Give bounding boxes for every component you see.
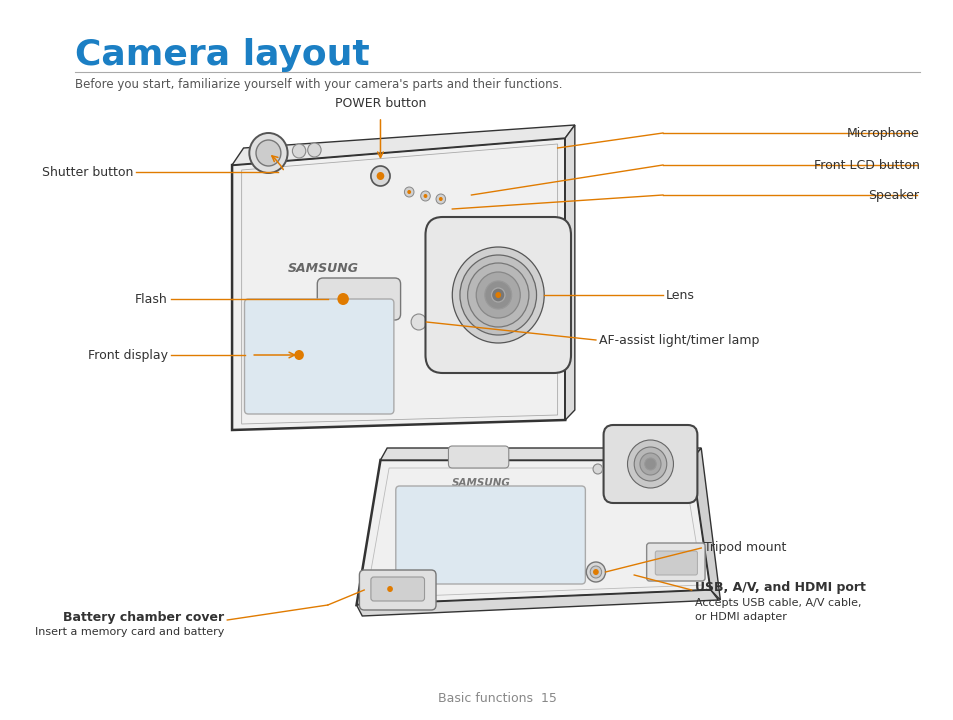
Circle shape [411,314,426,330]
Text: Flash: Flash [135,292,168,305]
Circle shape [593,569,598,575]
FancyBboxPatch shape [359,570,436,610]
FancyBboxPatch shape [395,486,585,584]
Text: Camera layout: Camera layout [75,38,370,72]
Circle shape [438,197,442,201]
Circle shape [590,566,601,578]
Text: Lens: Lens [665,289,694,302]
Circle shape [491,288,504,302]
Polygon shape [380,448,700,460]
Circle shape [459,255,536,335]
Text: Tripod mount: Tripod mount [703,541,785,554]
Text: Insert a memory card and battery: Insert a memory card and battery [35,627,224,637]
Polygon shape [232,138,565,430]
Circle shape [639,453,660,475]
Text: Front display: Front display [88,348,168,361]
Polygon shape [691,448,720,600]
Circle shape [308,143,321,157]
Text: POWER button: POWER button [335,97,426,110]
Circle shape [294,350,304,360]
Circle shape [467,263,528,327]
Text: USB, A/V, and HDMI port: USB, A/V, and HDMI port [694,580,864,593]
Text: Shutter button: Shutter button [42,166,133,179]
FancyBboxPatch shape [646,543,704,581]
Text: Accepts USB cable, A/V cable,: Accepts USB cable, A/V cable, [694,598,861,608]
Circle shape [586,562,605,582]
Circle shape [644,458,656,470]
Text: AF-assist light/timer lamp: AF-assist light/timer lamp [598,333,759,346]
FancyBboxPatch shape [448,446,508,468]
Circle shape [292,144,306,158]
Text: Speaker: Speaker [867,189,919,202]
Circle shape [436,194,445,204]
Text: SAMSUNG: SAMSUNG [452,478,511,488]
Circle shape [376,172,384,180]
FancyBboxPatch shape [244,299,394,414]
FancyBboxPatch shape [655,551,697,575]
Text: Front LCD button: Front LCD button [813,158,919,171]
Circle shape [387,586,393,592]
Circle shape [634,447,666,481]
FancyBboxPatch shape [317,278,400,320]
Circle shape [249,133,287,173]
Circle shape [452,247,543,343]
Circle shape [407,190,411,194]
Polygon shape [356,590,718,616]
FancyBboxPatch shape [425,217,571,373]
Circle shape [404,187,414,197]
FancyBboxPatch shape [603,425,697,503]
FancyBboxPatch shape [371,577,424,601]
Circle shape [593,464,602,474]
Polygon shape [356,460,710,605]
Circle shape [476,272,519,318]
Text: Before you start, familiarize yourself with your camera's parts and their functi: Before you start, familiarize yourself w… [75,78,562,91]
Text: or HDMI adapter: or HDMI adapter [694,612,785,622]
Circle shape [420,191,430,201]
Circle shape [495,292,500,298]
Text: Microphone: Microphone [846,127,919,140]
Circle shape [423,194,427,198]
Circle shape [371,166,390,186]
Polygon shape [232,125,575,165]
Text: SAMSUNG: SAMSUNG [287,261,358,274]
Text: Basic functions  15: Basic functions 15 [437,691,557,704]
Circle shape [255,140,280,166]
Circle shape [627,440,673,488]
Text: Battery chamber cover: Battery chamber cover [63,611,224,624]
Polygon shape [565,125,575,420]
Circle shape [337,293,349,305]
Circle shape [484,281,511,309]
